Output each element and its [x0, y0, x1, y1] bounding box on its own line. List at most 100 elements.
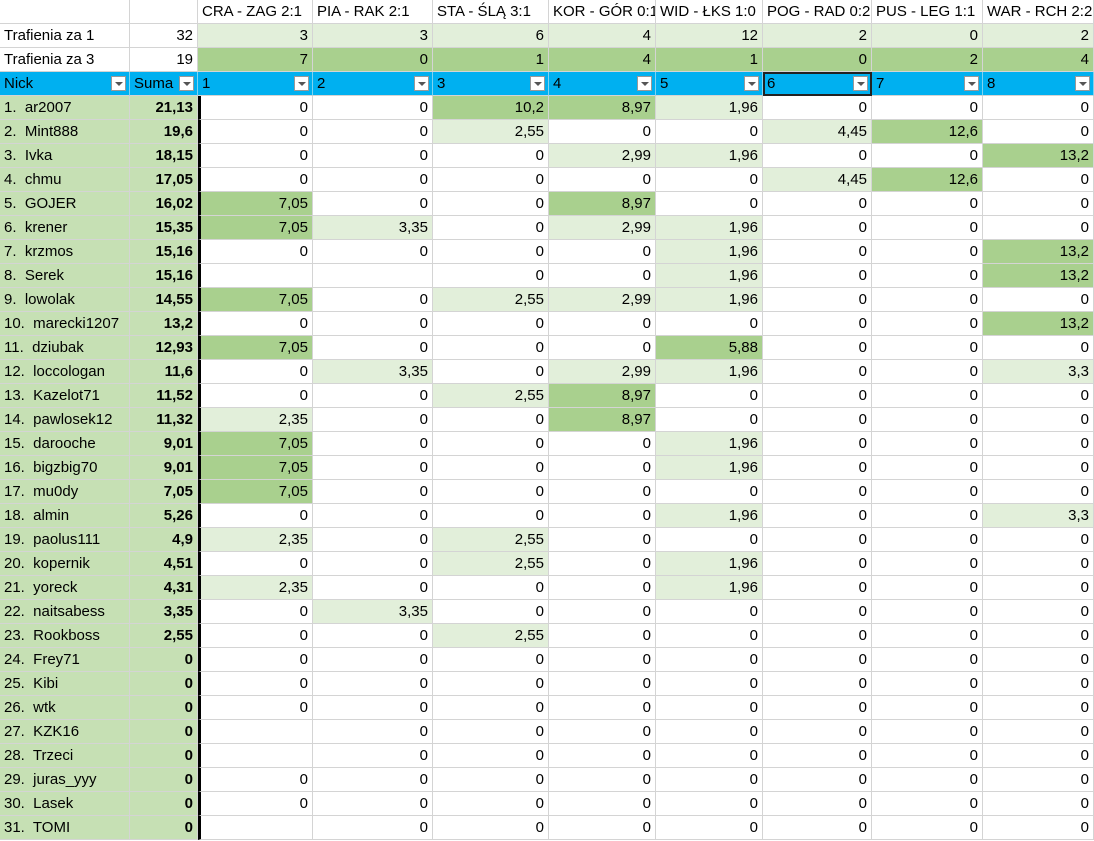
filter-button[interactable]	[294, 76, 309, 91]
match-header: WAR - RCH 2:2	[983, 0, 1094, 24]
player-nick: 4. chmu	[0, 168, 130, 192]
cell-text: 0	[858, 627, 867, 644]
hit-count: 0	[763, 48, 872, 72]
cell-text: 7	[299, 51, 308, 68]
filter-header: 2	[313, 72, 433, 96]
cell-text: 0	[642, 747, 651, 764]
points-cell: 4,45	[763, 120, 872, 144]
filter-button[interactable]	[744, 76, 759, 91]
cell-text: 0	[642, 507, 651, 524]
cell-text: 0	[419, 819, 428, 836]
player-nick: 24. Frey71	[0, 648, 130, 672]
cell-text: 0	[184, 723, 193, 740]
cell-text: 0	[969, 483, 978, 500]
points-cell: 2,35	[198, 528, 313, 552]
points-cell: 0	[983, 288, 1094, 312]
points-cell: 0	[983, 480, 1094, 504]
points-cell: 0	[549, 696, 656, 720]
cell-text: 8,97	[621, 195, 651, 212]
cell-text: 0	[969, 219, 978, 236]
cell-text: 0	[858, 411, 867, 428]
cell-text: 0	[184, 651, 193, 668]
cell-text: 0	[969, 675, 978, 692]
cell-text: POG - RAD 0:2	[767, 3, 871, 20]
cell-text: 0	[1080, 459, 1089, 476]
filter-button[interactable]	[179, 76, 194, 91]
filter-header: Nick	[0, 72, 130, 96]
player-total: 5,26	[130, 504, 198, 528]
points-cell: 0	[656, 816, 763, 840]
points-cell: 0	[198, 240, 313, 264]
cell-text: 2,55	[514, 627, 544, 644]
cell-text: 7,05	[278, 435, 308, 452]
points-cell: 0	[656, 120, 763, 144]
filter-button[interactable]	[964, 76, 979, 91]
cell-text: 0	[535, 435, 544, 452]
cell-text: 0	[969, 267, 978, 284]
points-cell: 0	[763, 192, 872, 216]
cell-text: 0	[1080, 171, 1089, 188]
filter-button[interactable]	[637, 76, 652, 91]
points-cell: 0	[549, 168, 656, 192]
points-cell: 7,05	[198, 288, 313, 312]
cell-text: 13,2	[163, 315, 193, 332]
cell-text: 0	[749, 315, 758, 332]
filter-button[interactable]	[414, 76, 429, 91]
cell-text: 0	[969, 579, 978, 596]
cell-text: 0	[184, 771, 193, 788]
filter-header: 6	[763, 72, 872, 96]
cell-text: 0	[969, 795, 978, 812]
cell-text: 0	[749, 651, 758, 668]
filter-button[interactable]	[853, 76, 868, 91]
points-cell: 0	[549, 624, 656, 648]
points-cell: 0	[983, 456, 1094, 480]
points-cell: 2,35	[198, 576, 313, 600]
cell-text: 0	[642, 675, 651, 692]
cell-text: 0	[419, 651, 428, 668]
cell-text: 0	[1080, 123, 1089, 140]
points-cell: 0	[198, 360, 313, 384]
cell-text: KOR - GÓR 0:1	[553, 3, 656, 20]
cell-text: 0	[858, 459, 867, 476]
cell-text: 1,96	[728, 435, 758, 452]
cell-text: 0	[858, 651, 867, 668]
filter-button[interactable]	[1075, 76, 1090, 91]
points-cell: 0	[549, 504, 656, 528]
cell-text: 13,2	[1059, 267, 1089, 284]
filter-button[interactable]	[111, 76, 126, 91]
cell-text: 0	[535, 411, 544, 428]
points-cell: 1,96	[656, 432, 763, 456]
points-cell: 0	[433, 600, 549, 624]
cell-text: 0	[419, 147, 428, 164]
points-cell: 0	[433, 144, 549, 168]
points-cell: 0	[872, 720, 983, 744]
cell-text: Trafienia za 3	[4, 51, 95, 68]
cell-text: 2. Mint888	[4, 123, 79, 140]
player-total: 0	[130, 768, 198, 792]
points-cell: 0	[433, 576, 549, 600]
cell-text: 3	[299, 27, 308, 44]
points-cell: 0	[983, 552, 1094, 576]
points-cell: 0	[656, 480, 763, 504]
match-header: WID - ŁKS 1:0	[656, 0, 763, 24]
cell-text: 0	[858, 99, 867, 116]
points-cell	[198, 720, 313, 744]
filter-button[interactable]	[530, 76, 545, 91]
points-cell: 0	[433, 456, 549, 480]
cell-text: 19,6	[163, 123, 193, 140]
cell-text: 4,45	[837, 171, 867, 188]
cell-text: 31. TOMI	[4, 819, 71, 836]
points-cell: 0	[872, 192, 983, 216]
hit-count: 2	[983, 24, 1094, 48]
cell-text: 19	[176, 51, 193, 68]
cell-text: 0	[969, 363, 978, 380]
points-cell: 0	[433, 648, 549, 672]
cell-text: 28. Trzeci	[4, 747, 74, 764]
points-cell: 0	[872, 600, 983, 624]
cell-text: 12,6	[948, 123, 978, 140]
points-cell: 7,05	[198, 192, 313, 216]
points-cell: 0	[313, 504, 433, 528]
points-cell: 0	[549, 120, 656, 144]
cell-text: 0	[535, 507, 544, 524]
